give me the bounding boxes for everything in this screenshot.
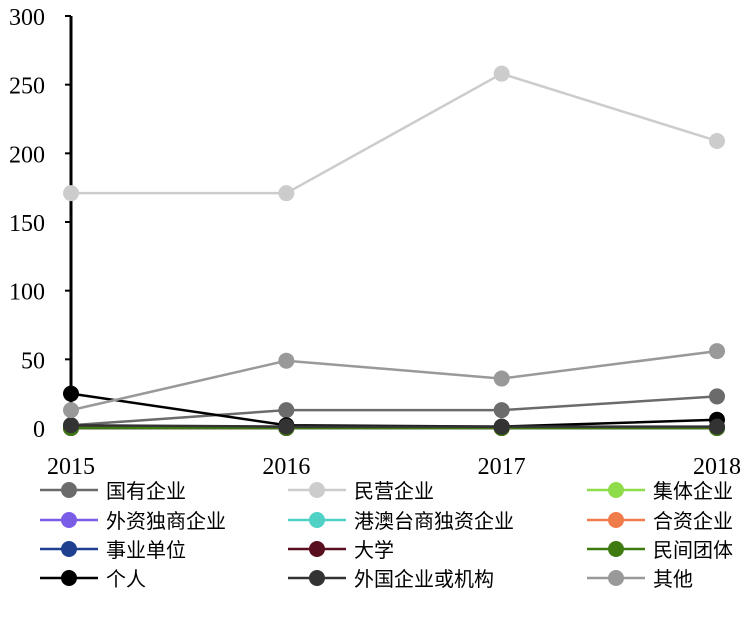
y-tick-label: 150 [9, 211, 45, 237]
series-points [63, 65, 725, 436]
data-point [63, 417, 79, 434]
legend-item: 事业单位 [40, 538, 186, 562]
legend-label: 国有企业 [106, 479, 186, 503]
legend-item: 大学 [288, 538, 394, 562]
legend-label: 合资企业 [653, 509, 733, 533]
data-point [63, 402, 79, 419]
data-point [278, 402, 295, 419]
legend-item: 集体企业 [587, 479, 733, 503]
x-axis: 2015 2016 2017 2018 [47, 454, 741, 480]
data-point [709, 388, 725, 405]
legend-item: 国有企业 [40, 479, 186, 503]
y-tick-label: 250 [9, 74, 45, 100]
data-point [493, 370, 510, 387]
y-tick-label: 200 [9, 142, 45, 168]
legend-label: 民营企业 [354, 479, 434, 503]
legend-label: 集体企业 [653, 479, 733, 503]
legend-item: 民间团体 [587, 538, 733, 562]
legend-item: 港澳台商独资企业 [288, 509, 514, 533]
data-point [493, 402, 510, 419]
series-line [70, 395, 718, 427]
y-tick-label: 300 [9, 5, 45, 31]
legend-item: 合资企业 [587, 509, 733, 533]
data-point [493, 65, 510, 82]
legend-item: 个人 [40, 567, 146, 591]
legend-label: 外国企业或机构 [354, 567, 494, 591]
series-line [70, 349, 718, 412]
x-tick-label: 2015 [47, 454, 95, 480]
data-point [709, 418, 725, 435]
legend-label: 其他 [653, 567, 693, 591]
legend-item: 民营企业 [288, 479, 434, 503]
legend-marker [309, 512, 325, 528]
data-point [709, 343, 725, 360]
legend-label: 外资独商企业 [106, 509, 226, 533]
legend-marker [608, 570, 624, 586]
legend-marker [61, 482, 77, 498]
data-point [63, 385, 79, 402]
legend-label: 事业单位 [106, 538, 186, 562]
data-point [493, 418, 510, 435]
legend-marker [309, 482, 325, 498]
data-point [278, 185, 295, 202]
legend-label: 港澳台商独资企业 [354, 509, 514, 533]
x-tick-label: 2018 [693, 454, 741, 480]
legend-marker [61, 512, 77, 528]
legend-label: 民间团体 [653, 538, 733, 562]
y-tick-label: 50 [21, 348, 45, 374]
y-tick-label: 100 [9, 280, 45, 306]
legend-marker [608, 482, 624, 498]
data-point [709, 132, 725, 149]
legend-marker [61, 541, 77, 557]
legend-marker [309, 570, 325, 586]
legend-marker [608, 512, 624, 528]
legend-label: 大学 [354, 538, 394, 562]
legend-marker [61, 570, 77, 586]
legend-item: 其他 [587, 567, 693, 591]
data-point [278, 418, 295, 435]
legend-item: 外国企业或机构 [288, 567, 494, 591]
y-tick-label: 0 [33, 417, 45, 443]
data-point [278, 352, 295, 369]
y-axis: 0 50 100 150 200 250 300 [9, 5, 73, 443]
legend-label: 个人 [106, 567, 146, 591]
data-point [63, 185, 79, 202]
legend-marker [608, 541, 624, 557]
series-lines [70, 72, 718, 430]
legend-marker [309, 541, 325, 557]
series-line [70, 424, 717, 428]
series-line [71, 72, 718, 195]
legend-item: 外资独商企业 [40, 509, 226, 533]
x-tick-label: 2017 [478, 454, 526, 480]
x-tick-label: 2016 [262, 454, 310, 480]
